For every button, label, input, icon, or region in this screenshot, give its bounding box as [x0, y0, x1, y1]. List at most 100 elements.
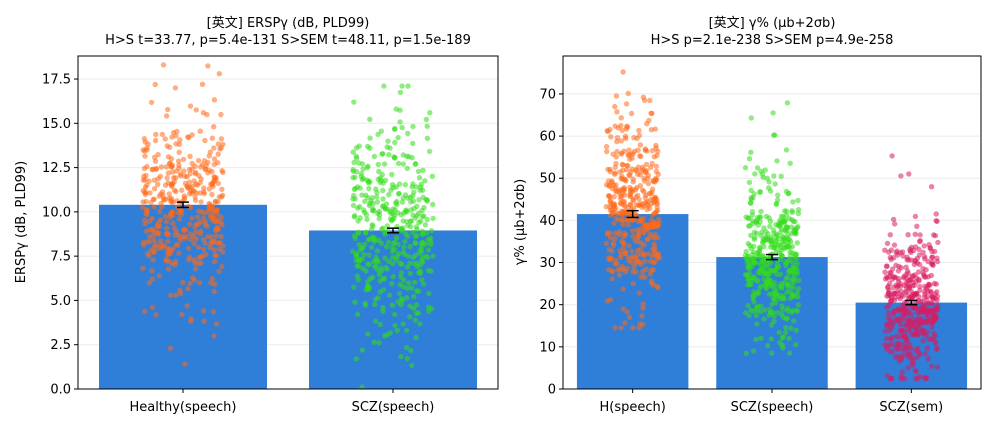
data-point [783, 316, 790, 322]
data-point [176, 250, 182, 256]
data-point [377, 179, 383, 186]
data-point [762, 307, 768, 313]
data-point [355, 311, 361, 318]
data-point [648, 267, 655, 273]
data-point [634, 227, 641, 233]
data-point [393, 235, 400, 241]
data-point [381, 161, 388, 167]
data-point [647, 97, 653, 104]
data-point [190, 275, 196, 281]
data-point [640, 230, 647, 236]
data-point [389, 302, 396, 308]
data-point [366, 252, 372, 258]
data-point [613, 188, 620, 194]
data-point [213, 208, 219, 214]
data-point [381, 333, 388, 339]
data-point [905, 257, 912, 263]
data-point [389, 171, 395, 178]
data-point [632, 211, 638, 218]
data-point [403, 207, 409, 213]
data-point [404, 356, 410, 362]
data-point [201, 158, 208, 164]
data-point [898, 173, 904, 179]
data-point [902, 282, 908, 289]
data-point [913, 275, 919, 281]
data-point [187, 231, 194, 237]
data-point [173, 292, 179, 298]
data-point [794, 255, 800, 262]
data-point [413, 310, 420, 316]
data-point [889, 334, 895, 341]
data-point [209, 191, 215, 198]
data-point [396, 290, 403, 297]
data-point [361, 207, 367, 213]
data-point [768, 336, 775, 342]
data-point [934, 305, 940, 311]
data-point [883, 263, 890, 269]
data-point [153, 312, 159, 318]
data-point [899, 369, 905, 375]
data-point [402, 251, 408, 258]
data-point [918, 306, 925, 312]
data-point [784, 100, 791, 106]
data-point [794, 240, 800, 246]
data-point [409, 362, 415, 369]
data-point [417, 321, 423, 327]
data-point [750, 277, 756, 283]
data-point [620, 240, 627, 246]
data-point [405, 130, 411, 137]
data-point [352, 299, 358, 305]
data-point [742, 165, 749, 171]
data-point [207, 244, 213, 251]
data-point [932, 341, 939, 347]
data-point [375, 131, 381, 138]
data-point [613, 154, 619, 160]
data-point [750, 220, 756, 227]
y-tick-label: 70 [539, 87, 556, 102]
y-tick-label: 30 [539, 256, 556, 271]
data-point [392, 139, 398, 146]
data-point [395, 134, 401, 141]
data-point [754, 230, 760, 237]
data-point [412, 240, 418, 246]
data-point [774, 158, 780, 164]
data-point [408, 285, 415, 291]
data-point [653, 163, 660, 170]
data-point [354, 155, 360, 161]
plot-frame [77, 55, 499, 390]
data-point [175, 242, 181, 248]
data-point [611, 194, 617, 200]
data-point [786, 216, 793, 222]
data-point [894, 346, 900, 352]
data-point [199, 253, 205, 259]
x-tick-label: Healthy(speech) [130, 400, 237, 415]
data-point [141, 136, 148, 142]
data-point [355, 205, 361, 211]
data-point [165, 238, 171, 244]
data-point [386, 258, 392, 264]
data-point [180, 227, 187, 233]
data-point [377, 278, 383, 284]
data-point [176, 162, 182, 168]
data-point [637, 201, 644, 208]
bar [576, 214, 689, 389]
data-point [386, 152, 392, 158]
data-point [904, 275, 910, 282]
gamma-percent-panel: [英文] γ% (μb+2σb) H>S p=2.1e-238 S>SEM p=… [513, 16, 982, 415]
data-point [915, 319, 921, 326]
data-point [886, 302, 892, 308]
data-point [923, 375, 930, 381]
data-point [415, 168, 422, 175]
data-point [886, 310, 892, 316]
data-point [213, 233, 219, 239]
data-point [187, 221, 193, 227]
data-point [427, 238, 434, 245]
data-point [198, 260, 204, 266]
data-point [182, 361, 188, 367]
data-point [210, 309, 217, 315]
data-point [934, 289, 940, 295]
data-point [218, 136, 225, 142]
data-point [396, 181, 403, 187]
data-point [374, 199, 381, 205]
data-point [895, 268, 902, 274]
